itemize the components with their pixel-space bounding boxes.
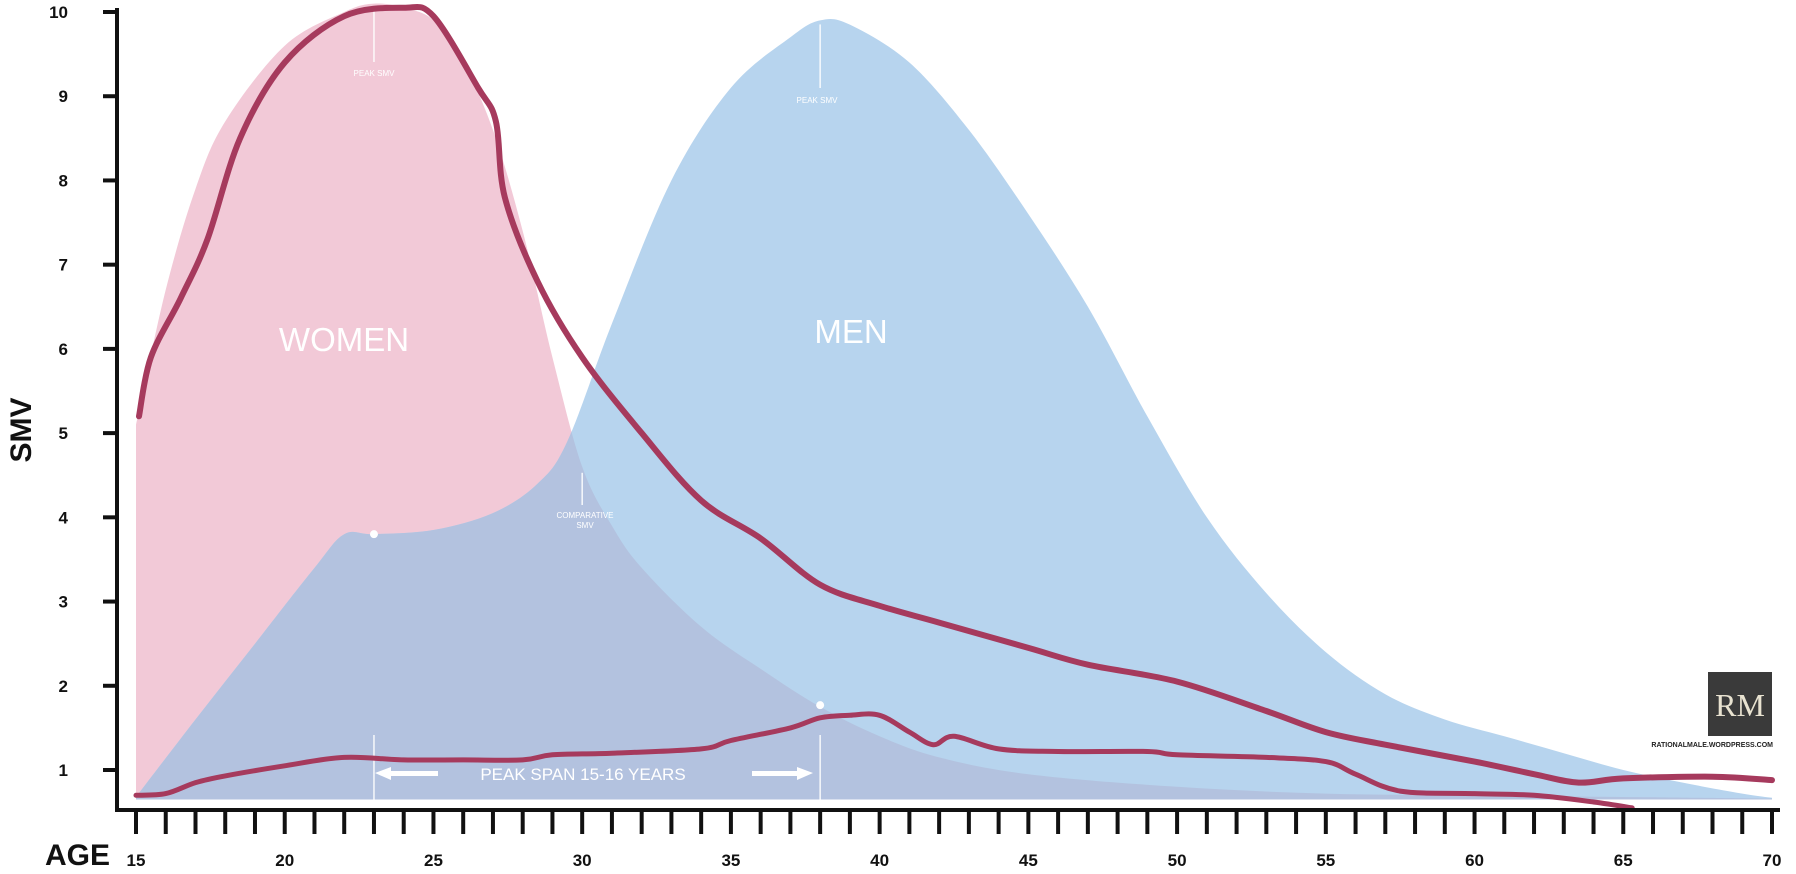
x-tick-label: 50 — [1168, 851, 1187, 870]
x-tick-label: 45 — [1019, 851, 1038, 870]
y-tick-label: 6 — [59, 340, 68, 359]
x-tick-label: 30 — [573, 851, 592, 870]
x-tick-label: 55 — [1316, 851, 1335, 870]
x-axis-title: AGE — [45, 839, 110, 872]
x-tick-label: 70 — [1763, 851, 1782, 870]
y-tick-label: 1 — [59, 761, 68, 780]
y-tick-label: 9 — [59, 87, 68, 106]
y-tick-label: 5 — [59, 424, 68, 443]
x-tick-label: 40 — [870, 851, 889, 870]
span-arrow-right — [752, 767, 813, 780]
x-tick-label: 60 — [1465, 851, 1484, 870]
women-peak-marker — [369, 530, 378, 539]
y-tick-label: 4 — [59, 508, 69, 527]
y-tick-label: 2 — [59, 677, 68, 696]
y-tick-label: 8 — [59, 171, 68, 190]
y-tick-label: 7 — [59, 256, 68, 275]
x-tick-label: 25 — [424, 851, 443, 870]
men-peak-label: PEAK SMV — [797, 96, 839, 105]
x-tick-label: 15 — [127, 851, 146, 870]
men-area-label: MEN — [814, 313, 887, 350]
watermark-logo-box — [1708, 672, 1772, 736]
men-peak-marker — [816, 701, 825, 710]
men-hand-drawn-line — [133, 711, 1635, 811]
x-tick-label: 65 — [1614, 851, 1633, 870]
comparative-label-line2: SMV — [576, 521, 594, 530]
area-layer — [136, 3, 1772, 800]
y-tick-label: 10 — [49, 3, 68, 22]
y-axis-title: SMV — [5, 397, 38, 462]
peak-span-label: PEAK SPAN 15-16 YEARS — [480, 765, 685, 784]
women-area-label: WOMEN — [279, 321, 409, 358]
hand-drawn-layer — [133, 3, 1775, 811]
women-peak-label: PEAK SMV — [354, 69, 396, 78]
y-tick-label: 3 — [59, 593, 68, 612]
watermark: RM RATIONALMALE.WORDPRESS.COM — [1651, 672, 1773, 749]
x-tick-label: 20 — [275, 851, 294, 870]
x-tick-label: 35 — [721, 851, 740, 870]
span-arrow-left — [375, 767, 438, 780]
comparative-label-line1: COMPARATIVE — [556, 511, 613, 520]
annotation-layer — [369, 7, 825, 800]
women-hand-drawn-line — [136, 3, 1775, 786]
watermark-url: RATIONALMALE.WORDPRESS.COM — [1651, 742, 1773, 749]
watermark-logo: RM — [1715, 687, 1765, 723]
